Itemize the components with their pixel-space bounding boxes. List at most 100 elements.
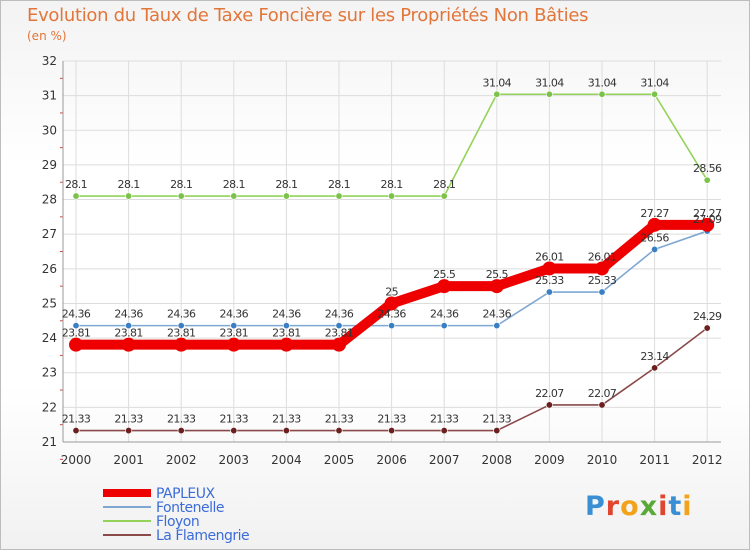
data-point: [703, 324, 711, 332]
data-point: [437, 279, 452, 294]
x-tick-label: 2003: [219, 453, 250, 467]
data-label: 28.1: [275, 178, 297, 191]
x-tick-label: 2001: [113, 453, 144, 467]
data-label: 24.29: [693, 310, 722, 323]
y-tick-label: 30: [42, 123, 57, 137]
data-label: 21.33: [272, 413, 301, 426]
data-point: [651, 90, 659, 98]
data-label: 25.33: [535, 274, 564, 287]
data-point: [72, 427, 80, 435]
data-label: 26.56: [640, 231, 669, 244]
axes: 21 22 23 24 25 26 27 28 29 30 31 32 2000 2001 2002 2003…: [42, 54, 723, 467]
data-label: 23.81: [62, 327, 91, 340]
logo-letter: o: [620, 491, 640, 522]
data-point: [177, 192, 185, 200]
x-tick-label: 2006: [376, 453, 407, 467]
y-tick-label: 31: [42, 89, 57, 103]
data-label: 25.5: [433, 268, 456, 281]
legend-label: PAPLEUX: [156, 486, 215, 502]
data-point: [489, 279, 504, 294]
y-tick-label: 25: [42, 296, 57, 310]
data-label: 23.81: [114, 327, 143, 340]
y-tick-label: 21: [42, 435, 57, 449]
y-tick-label: 23: [42, 366, 57, 380]
data-label: 23.81: [167, 327, 196, 340]
data-point: [647, 217, 662, 232]
data-point: [440, 192, 448, 200]
data-point: [282, 322, 290, 330]
data-label: 24.36: [377, 308, 406, 321]
data-point: [388, 427, 396, 435]
data-point: [125, 322, 133, 330]
data-label: 21.33: [483, 413, 512, 426]
data-point: [384, 296, 399, 311]
data-point: [121, 337, 136, 352]
data-label: 24.36: [220, 308, 249, 321]
data-point: [332, 337, 346, 352]
data-point: [703, 176, 711, 184]
data-point: [651, 245, 659, 253]
data-label: 28.1: [223, 178, 245, 191]
data-label: 27.09: [693, 213, 722, 226]
data-point: [440, 427, 448, 435]
legend-label: Fontenelle: [156, 500, 224, 516]
x-tick-label: 2008: [482, 453, 513, 467]
data-label: 23.81: [272, 327, 301, 340]
logo-letter: t: [668, 491, 683, 522]
data-label: 26.01: [588, 250, 617, 263]
data-label: 24.36: [167, 308, 196, 321]
x-tick-label: 2007: [429, 453, 460, 467]
data-label: 21.33: [62, 413, 91, 426]
data-point: [230, 192, 238, 200]
logo-letter: x: [639, 491, 659, 522]
x-tick-label: 2010: [587, 453, 618, 467]
logo-letter: P: [585, 491, 606, 522]
proxiti-logo: Proxiti: [585, 491, 693, 522]
data-point: [177, 322, 185, 330]
y-tick-label: 22: [42, 400, 57, 414]
x-tick-label: 2012: [692, 453, 723, 467]
data-point: [335, 192, 343, 200]
data-point: [279, 337, 294, 352]
data-point: [72, 192, 80, 200]
data-label: 21.33: [325, 413, 354, 426]
grid-lines: [63, 60, 721, 443]
legend-label: Floyon: [156, 514, 199, 530]
data-label: 24.36: [430, 308, 459, 321]
data-point: [69, 337, 83, 352]
y-tick-label: 24: [42, 331, 57, 345]
data-label: 28.1: [170, 178, 192, 191]
data-label: 23.81: [325, 327, 354, 340]
x-tick-label: 2004: [271, 453, 302, 467]
data-label: 31.04: [588, 76, 617, 89]
legend-label: La Flamengrie: [156, 528, 249, 544]
data-label: 31.04: [483, 76, 512, 89]
data-point: [174, 337, 189, 352]
data-point: [282, 192, 290, 200]
data-label: 23.14: [640, 350, 669, 363]
data-label: 24.36: [325, 308, 354, 321]
data-label: 24.36: [483, 308, 512, 321]
data-label: 22.07: [588, 387, 617, 400]
data-point: [335, 427, 343, 435]
x-tick-label: 2009: [534, 453, 565, 467]
chart-title: Evolution du Taux de Taxe Foncière sur l…: [27, 5, 589, 26]
data-label: 31.04: [535, 76, 564, 89]
data-point: [177, 427, 185, 435]
data-label: 24.36: [272, 308, 301, 321]
y-tick-label: 26: [42, 262, 57, 276]
data-point: [335, 322, 343, 330]
data-label: 24.36: [62, 308, 91, 321]
data-point: [598, 401, 606, 409]
data-label: 25: [385, 285, 398, 298]
data-point: [230, 322, 238, 330]
data-point: [125, 192, 133, 200]
logo-letter: i: [658, 491, 669, 522]
data-point: [598, 288, 606, 296]
y-tick-label: 32: [42, 54, 57, 68]
y-tick-label: 27: [42, 227, 57, 241]
data-point: [598, 90, 606, 98]
y-tick-label: 28: [42, 193, 57, 207]
data-point: [493, 322, 501, 330]
